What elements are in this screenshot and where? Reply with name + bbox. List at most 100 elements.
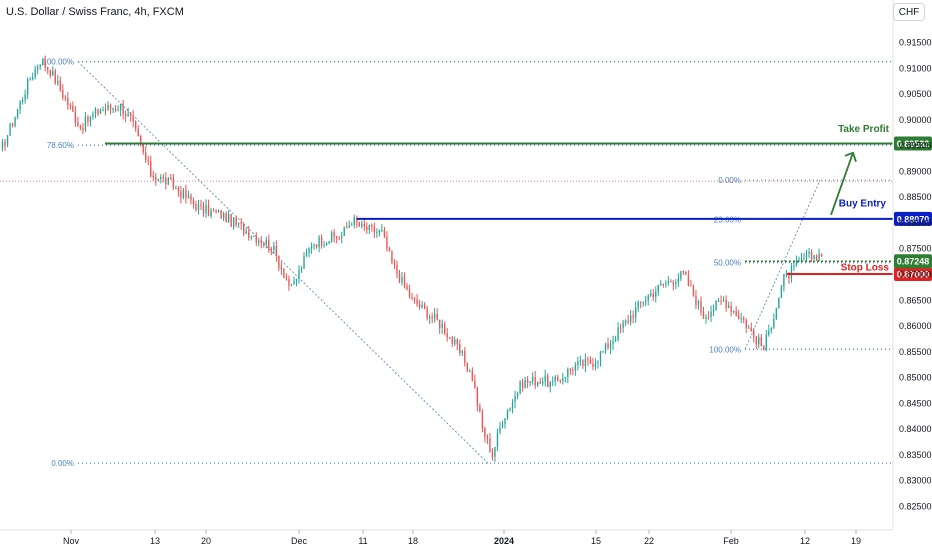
candle-body <box>16 109 19 117</box>
candle-body <box>629 315 632 323</box>
fib-trendline <box>744 180 821 350</box>
candle-body <box>700 301 702 313</box>
candle-body <box>26 79 29 95</box>
candle-body <box>155 176 157 180</box>
candle-body <box>283 269 285 279</box>
price-tag-label: 0.88070 <box>897 214 930 224</box>
candle-body <box>592 363 594 367</box>
candle-body <box>552 381 554 383</box>
candle-body <box>300 268 303 270</box>
candle-body <box>39 64 41 68</box>
price-tag <box>894 136 932 151</box>
candlestick-series <box>1 55 823 462</box>
candle-body <box>740 318 742 320</box>
candle-body <box>245 231 247 234</box>
candle-body <box>205 205 207 214</box>
candle-body <box>89 116 92 122</box>
candle-body <box>800 258 803 261</box>
candle-body <box>263 243 265 245</box>
candle-body <box>536 381 539 386</box>
candle-body <box>325 243 328 246</box>
candle-body <box>54 70 56 84</box>
candle-body <box>348 225 350 228</box>
candle-body <box>192 200 195 205</box>
candle-body <box>753 330 755 337</box>
candle-body <box>725 299 727 308</box>
candle-body <box>720 300 722 302</box>
candle-body <box>87 116 89 122</box>
candle-body <box>363 223 366 227</box>
candle-body <box>579 360 582 362</box>
candle-body <box>707 316 710 318</box>
candle-body <box>607 343 609 348</box>
candle-body <box>459 344 461 354</box>
y-tick-label: 0.86000 <box>899 321 932 331</box>
candle-body <box>622 322 624 328</box>
fib-level-label: 100.00% <box>42 58 74 67</box>
fib-level-label: 100.00% <box>709 345 741 354</box>
buy-entry-label: Buy Entry <box>839 198 887 209</box>
candle-body <box>574 365 577 371</box>
candle-body <box>687 274 690 286</box>
candle-body <box>250 236 252 238</box>
candle-body <box>602 350 604 352</box>
candle-body <box>57 80 59 84</box>
candle-body <box>702 312 705 319</box>
candle-body <box>393 262 396 266</box>
candle-body <box>481 411 484 429</box>
candle-body <box>526 379 529 383</box>
candle-body <box>293 281 295 285</box>
x-tick-label: 12 <box>800 536 810 546</box>
candle-body <box>288 279 290 286</box>
candle-body <box>446 333 448 338</box>
currency-button[interactable]: CHF <box>893 3 925 21</box>
candle-body <box>695 295 697 306</box>
candle-body <box>461 350 463 354</box>
candle-body <box>36 67 39 70</box>
candle-body <box>335 236 338 238</box>
y-tick-label: 0.85000 <box>899 373 932 383</box>
candle-body <box>717 300 720 302</box>
candle-body <box>783 274 785 287</box>
candle-body <box>584 359 587 367</box>
candle-body <box>491 452 494 457</box>
candle-body <box>627 320 629 323</box>
candle-body <box>464 350 466 364</box>
candle-body <box>129 113 132 116</box>
candle-body <box>645 300 647 303</box>
fib-level-label: 0.00% <box>51 459 74 468</box>
candle-body <box>587 359 589 361</box>
annotations: Take Profit Buy Entry Stop Loss <box>830 124 890 273</box>
candle-body <box>411 297 413 299</box>
candle-body <box>406 286 408 290</box>
candle-body <box>383 230 386 237</box>
candle-body <box>237 222 240 225</box>
candle-body <box>436 314 438 321</box>
candle-body <box>597 361 599 363</box>
x-tick-label: Feb <box>723 536 739 546</box>
candle-body <box>328 241 330 244</box>
candle-body <box>732 310 735 312</box>
candle-body <box>617 327 619 340</box>
candle-body <box>109 104 112 109</box>
candle-body <box>59 80 61 91</box>
candle-body <box>396 265 398 274</box>
candle-body <box>270 248 273 251</box>
candle-body <box>559 380 561 382</box>
take-profit-label: Take Profit <box>838 124 890 135</box>
candle-body <box>64 97 67 99</box>
candle-body <box>712 309 715 312</box>
candle-body <box>810 251 813 260</box>
fibonacci-lines: 100.00% 78.60% 0.00% 0.00% 23.60% 50.00% 100.0… <box>42 58 893 468</box>
y-tick-label: 0.88500 <box>899 192 932 202</box>
candle-body <box>134 121 137 129</box>
candle-body <box>361 223 363 227</box>
candle-body <box>260 240 262 244</box>
candle-body <box>258 240 260 243</box>
candle-body <box>634 307 637 318</box>
candle-body <box>202 205 205 214</box>
candle-body <box>715 300 717 310</box>
candle-body <box>692 285 695 296</box>
